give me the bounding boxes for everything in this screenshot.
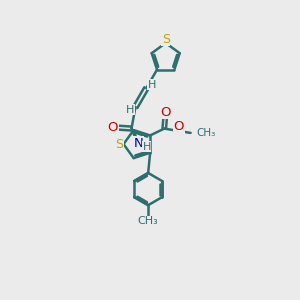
Text: CH₃: CH₃ [138,216,158,226]
Text: H: H [126,105,134,115]
Text: H: H [148,80,156,90]
Text: S: S [115,138,123,151]
Text: O: O [173,120,184,133]
Text: S: S [162,33,170,46]
Text: O: O [108,121,118,134]
Text: CH₃: CH₃ [196,128,215,138]
Text: H: H [142,142,151,152]
Text: O: O [160,106,171,118]
Text: N: N [134,137,143,150]
